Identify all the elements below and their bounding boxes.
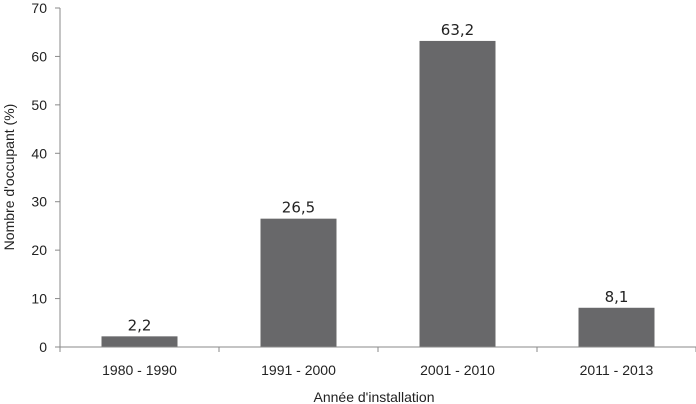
y-tick-label: 50: [31, 97, 47, 113]
bar: [101, 336, 178, 347]
bar: [419, 40, 496, 347]
y-tick-label: 0: [39, 339, 47, 355]
bar-data-label: 8,1: [605, 288, 629, 306]
x-tick-label: 1980 - 1990: [102, 362, 177, 378]
bar-data-label: 2,2: [128, 316, 152, 334]
y-tick-label: 30: [31, 194, 47, 210]
y-axis-ticks: 0 10 20 30 40 50 60 70: [31, 0, 60, 355]
bar-data-label: 63,2: [441, 21, 474, 39]
y-tick-label: 10: [31, 291, 47, 307]
bar-data-label: 26,5: [282, 199, 315, 217]
y-axis-title: Nombre d'occupant (%): [1, 104, 17, 251]
bars: 2,2 26,5 63,2 8,1: [101, 21, 655, 347]
y-tick-label: 40: [31, 145, 47, 161]
x-tick-label: 1991 - 2000: [261, 362, 336, 378]
x-tick-label: 2011 - 2013: [580, 362, 654, 378]
y-tick-label: 60: [31, 48, 47, 64]
x-axis-title: Année d'installation: [314, 389, 435, 404]
x-axis-ticks: 1980 - 1990 1991 - 2000 2001 - 2010 2011 - …: [59, 347, 696, 378]
x-tick-label: 2001 - 2010: [420, 362, 495, 378]
bar: [260, 218, 337, 347]
y-tick-label: 70: [31, 0, 47, 16]
bar: [578, 307, 655, 347]
y-tick-label: 20: [31, 242, 47, 258]
